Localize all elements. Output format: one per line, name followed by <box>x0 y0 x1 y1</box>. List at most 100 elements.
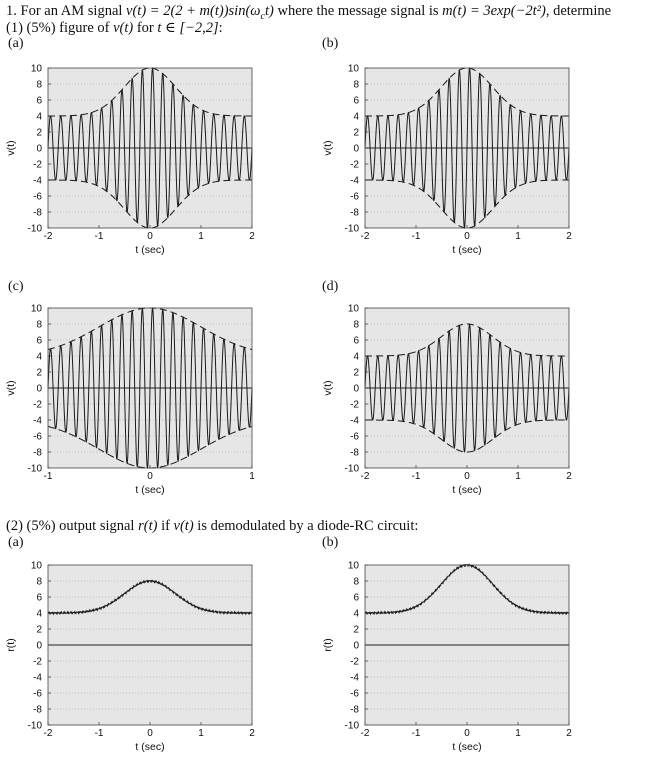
plot-frame <box>364 307 570 469</box>
question-line-1: 1. For an AM signal v(t) = 2(2 + m(t))si… <box>6 3 611 25</box>
y-tick-label: 10 <box>31 561 43 572</box>
y-tick-label: -8 <box>350 208 359 219</box>
y-tick-label: -4 <box>350 673 359 684</box>
x-tick-label: -1 <box>95 231 104 242</box>
envelope-upper <box>48 67 252 117</box>
y-tick-label: 10 <box>348 64 360 75</box>
x-tick-label: -1 <box>412 471 421 482</box>
x-tick-label: 0 <box>464 728 470 739</box>
y-tick-label: -2 <box>350 400 359 411</box>
y-tick-label: -10 <box>28 224 43 235</box>
y-tick-label: -4 <box>33 416 42 427</box>
y-tick-label: 2 <box>353 128 359 139</box>
y-tick-label: -4 <box>33 176 42 187</box>
x-tick-label: 1 <box>198 231 204 242</box>
y-tick-label: 6 <box>36 336 42 347</box>
y-tick-label: -8 <box>33 448 42 459</box>
x-tick-label: 0 <box>464 231 470 242</box>
x-tick-label: -1 <box>95 728 104 739</box>
y-tick-label: 6 <box>353 96 359 107</box>
x-tick-label: 2 <box>566 471 572 482</box>
x-tick-label: 1 <box>198 728 204 739</box>
y-tick-label: -2 <box>350 657 359 668</box>
y-tick-label: 8 <box>36 320 42 331</box>
y-tick-label: -10 <box>345 464 360 475</box>
am-signal-formula-end: t) <box>264 3 274 19</box>
carrier-waveform <box>47 306 253 470</box>
x-tick-label: 1 <box>515 728 521 739</box>
y-tick-label: -4 <box>33 673 42 684</box>
plot-frame <box>47 67 253 229</box>
y-tick-label: 4 <box>36 609 42 620</box>
y-tick-label: 8 <box>36 577 42 588</box>
y-tick-label: 0 <box>353 384 359 395</box>
part1-end: : <box>218 20 223 36</box>
y-tick-label: 4 <box>36 352 42 363</box>
message-signal-formula: m(t) = 3exp(−2t²) <box>442 3 546 19</box>
panel-label-1b: (b) <box>322 36 339 51</box>
y-tick-label: -2 <box>350 160 359 171</box>
demodulated-output <box>47 579 253 616</box>
y-tick-label: 10 <box>348 304 360 315</box>
y-tick-label: -8 <box>33 705 42 716</box>
x-tick-label: 0 <box>464 471 470 482</box>
y-tick-label: -10 <box>28 721 43 732</box>
y-tick-label: 10 <box>31 304 43 315</box>
y-tick-label: 6 <box>353 593 359 604</box>
panel-label-2a: (a) <box>8 535 24 550</box>
envelope-upper <box>365 67 569 117</box>
y-tick-label: -6 <box>350 192 359 203</box>
y-tick-label: 8 <box>36 80 42 91</box>
x-tick-label: 1 <box>515 471 521 482</box>
x-tick-label: 0 <box>147 728 153 739</box>
panel-label-1c: (c) <box>8 279 24 294</box>
x-tick-label: -2 <box>44 728 53 739</box>
y-tick-label: -10 <box>345 721 360 732</box>
y-tick-label: 4 <box>36 112 42 123</box>
y-tick-label: 0 <box>353 641 359 652</box>
envelope-upper <box>365 323 569 357</box>
x-tick-label: -1 <box>44 471 53 482</box>
plot-frame <box>47 564 253 726</box>
carrier-subscript: c <box>260 10 265 22</box>
y-tick-label: -2 <box>33 657 42 668</box>
y-axis-label: v(t) <box>5 140 17 155</box>
y-tick-label: -6 <box>33 192 42 203</box>
y-axis-label: v(t) <box>322 380 334 395</box>
carrier-waveform <box>47 67 253 229</box>
y-tick-label: -6 <box>350 432 359 443</box>
y-tick-label: -6 <box>33 689 42 700</box>
envelope-lower <box>365 419 569 453</box>
x-tick-label: -1 <box>412 231 421 242</box>
x-axis-label: t (sec) <box>135 741 164 753</box>
y-tick-label: 6 <box>353 336 359 347</box>
x-axis-label: t (sec) <box>452 741 481 753</box>
envelope-lower <box>365 179 569 229</box>
x-tick-label: 0 <box>147 231 153 242</box>
y-tick-label: 0 <box>36 384 42 395</box>
x-tick-label: 2 <box>249 231 255 242</box>
am-signal-formula: v(t) = 2(2 + m(t))sin(ω <box>126 3 261 19</box>
y-axis-label: r(t) <box>322 638 334 651</box>
y-tick-label: 2 <box>36 368 42 379</box>
y-tick-label: 10 <box>348 561 360 572</box>
part2-mid: if <box>157 518 174 534</box>
part1-text: (1) (5%) figure of <box>6 20 114 36</box>
y-tick-label: 0 <box>36 641 42 652</box>
x-tick-label: -2 <box>361 728 370 739</box>
question-mid: where the message signal is <box>273 3 443 19</box>
x-axis-label: t (sec) <box>135 244 164 256</box>
y-tick-label: -2 <box>33 400 42 411</box>
plot-frame <box>47 307 253 469</box>
y-tick-label: 0 <box>36 144 42 155</box>
y-tick-label: 4 <box>353 352 359 363</box>
y-tick-label: 8 <box>353 577 359 588</box>
y-tick-label: 8 <box>353 320 359 331</box>
y-tick-label: -8 <box>33 208 42 219</box>
part1-vt: v(t) <box>113 20 134 36</box>
